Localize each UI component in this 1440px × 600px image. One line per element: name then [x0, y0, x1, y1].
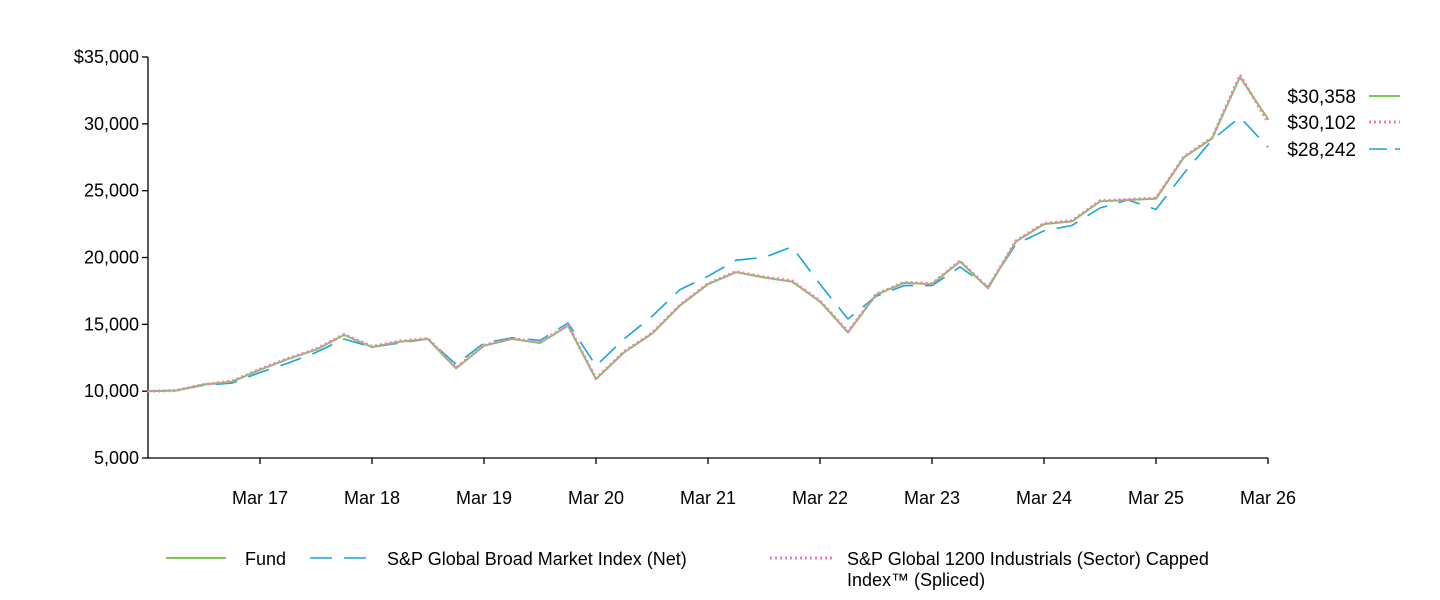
y-tick-label: 10,000: [84, 381, 139, 401]
series-line-dotted: [147, 73, 1270, 393]
end-value-labels: $30,358 $30,102 $28,242: [1287, 87, 1400, 161]
x-tick-label: Mar 21: [680, 488, 736, 508]
x-tick-label: Mar 18: [344, 488, 400, 508]
y-tick-label: $35,000: [74, 47, 139, 67]
x-tick-label: Mar 17: [232, 488, 288, 508]
chart-legend: Fund S&P Global Broad Market Index (Net) S…: [166, 549, 1209, 590]
x-tick-label: Mar 22: [792, 488, 848, 508]
x-tick-label: Mar 19: [456, 488, 512, 508]
series-lines: [147, 73, 1270, 393]
x-axis-ticks: Mar 17 Mar 18 Mar 19 Mar 20 Mar 21 Mar 22 Mar …: [232, 458, 1296, 508]
y-axis-ticks: $35,000 30,000 25,000 20,000 15,000 10,000 5,0…: [74, 47, 148, 468]
legend-label: S&P Global Broad Market Index (Net): [387, 549, 687, 569]
legend-label: S&P Global 1200 Industrials (Sector) Cap…: [847, 549, 1209, 569]
x-tick-label: Mar 26: [1240, 488, 1296, 508]
x-tick-label: Mar 20: [568, 488, 624, 508]
end-value-label: $30,102: [1287, 113, 1356, 134]
end-value-label: $28,242: [1287, 140, 1356, 161]
legend-label: Fund: [245, 549, 286, 569]
x-tick-label: Mar 23: [904, 488, 960, 508]
x-tick-label: Mar 25: [1128, 488, 1184, 508]
series-line-long-dash: [147, 116, 1269, 392]
x-tick-label: Mar 24: [1016, 488, 1072, 508]
chart-axes: [147, 57, 1268, 459]
y-tick-label: 15,000: [84, 314, 139, 334]
y-tick-label: 5,000: [94, 448, 139, 468]
legend-label: Index™ (Spliced): [847, 570, 985, 590]
y-tick-label: 30,000: [84, 114, 139, 134]
end-value-label: $30,358: [1287, 87, 1356, 108]
y-tick-label: 20,000: [84, 248, 139, 268]
series-line-solid: [147, 76, 1269, 393]
y-tick-label: 25,000: [84, 181, 139, 201]
